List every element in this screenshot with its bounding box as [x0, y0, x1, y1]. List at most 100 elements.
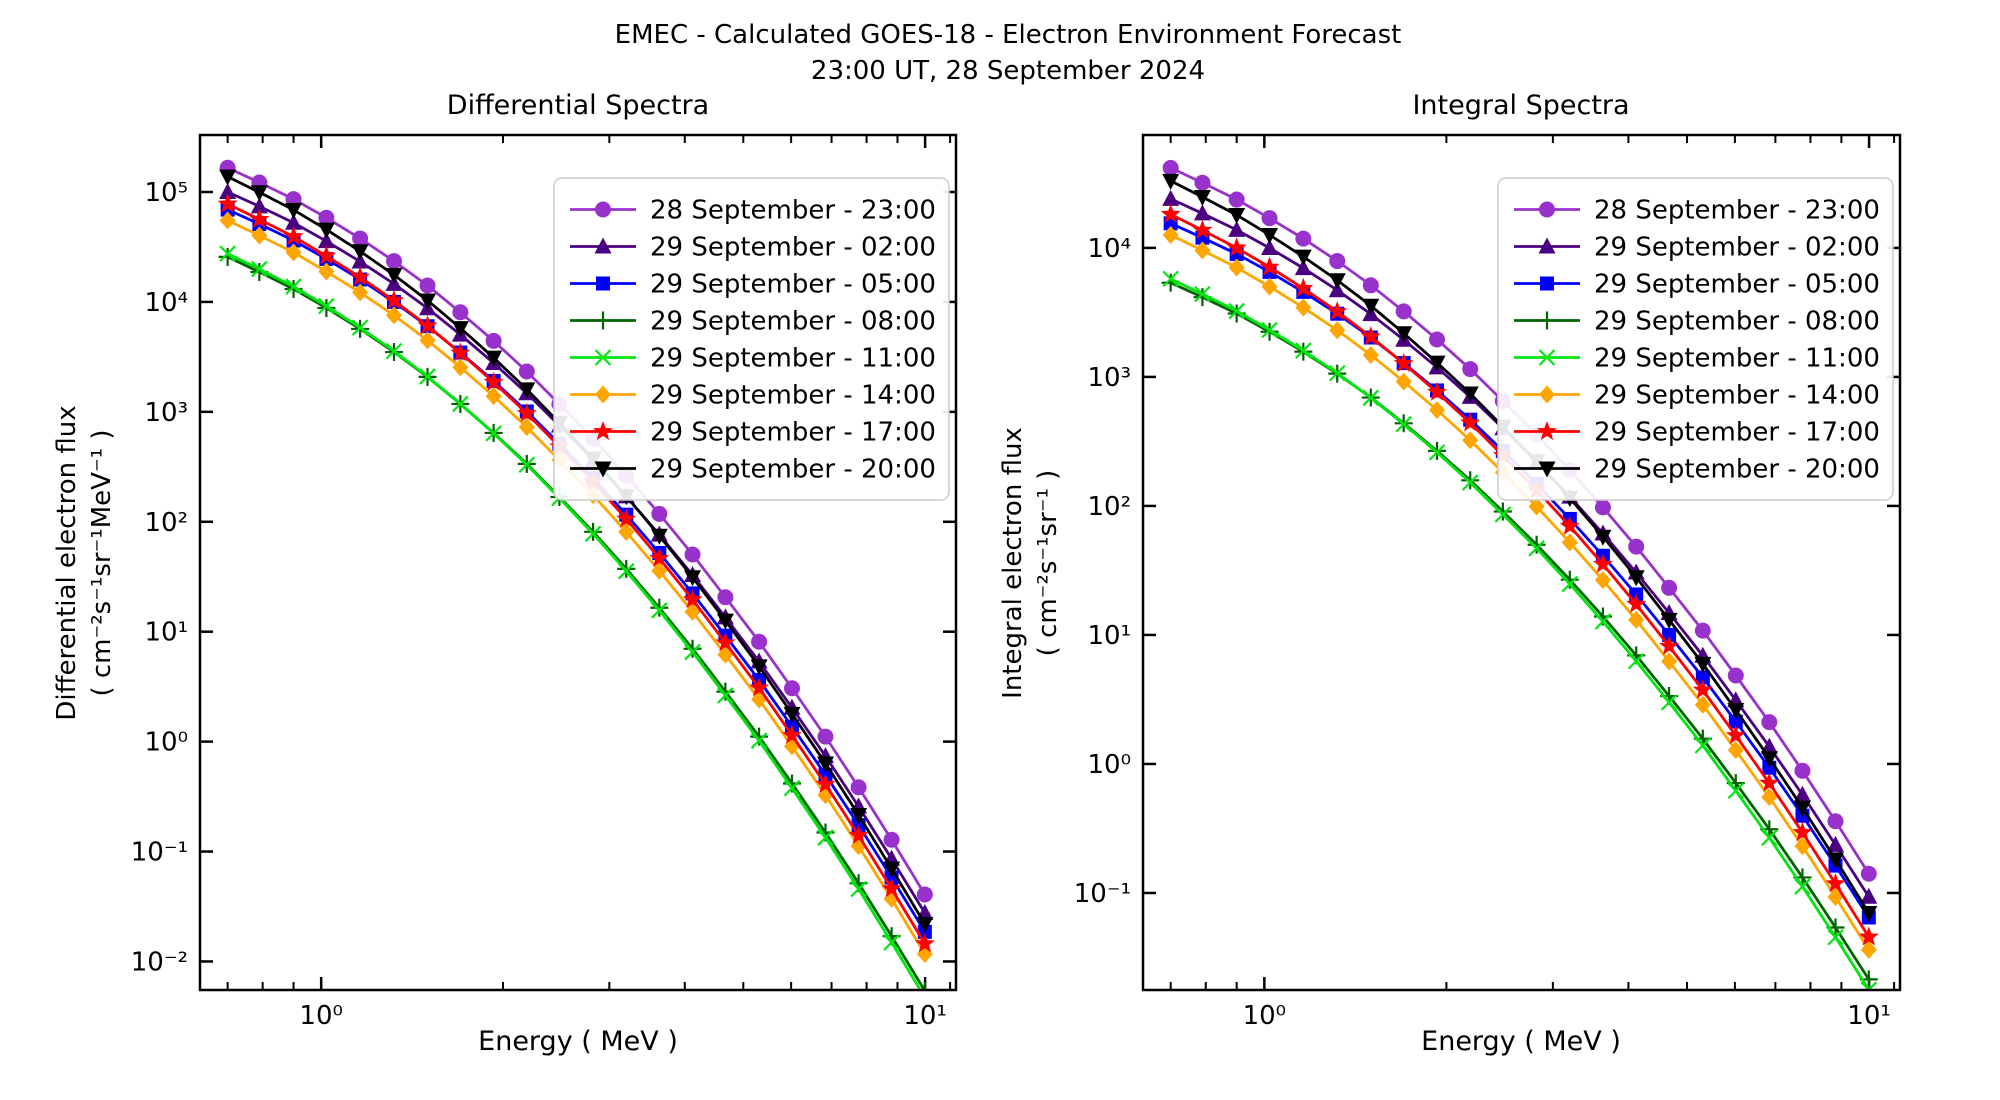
panel-title-integral: Integral Spectra	[1412, 90, 1630, 121]
figure-title-line1: EMEC - Calculated GOES-18 - Electron Env…	[614, 20, 1402, 50]
legend-label: 29 September - 05:00	[1594, 270, 1880, 300]
legend-box	[553, 177, 950, 501]
x-marker-icon	[285, 278, 302, 295]
legend-item: 29 September - 20:00	[1514, 455, 1880, 485]
star-marker-icon	[914, 933, 935, 953]
x-marker-icon	[485, 425, 502, 442]
legend-item: 29 September - 08:00	[570, 307, 936, 337]
square-marker-icon	[596, 276, 610, 291]
circle-marker-icon	[318, 209, 335, 226]
legend-item: 29 September - 20:00	[570, 455, 936, 485]
diamond-marker-icon	[1561, 533, 1578, 552]
star-marker-icon	[1725, 725, 1746, 745]
diamond-marker-icon	[1295, 298, 1312, 317]
diamond-marker-icon	[1395, 372, 1412, 391]
plus-marker-icon	[1260, 322, 1279, 341]
legend-item: 29 September - 11:00	[570, 344, 936, 374]
diamond-marker-icon	[1362, 345, 1379, 364]
triangle-up-marker-icon	[1826, 835, 1844, 852]
star-marker-icon	[249, 208, 270, 228]
triangle-down-marker-icon	[1538, 461, 1556, 478]
x-marker-icon	[1627, 652, 1645, 670]
legend-label: 29 September - 20:00	[1594, 455, 1880, 485]
plus-marker-icon	[617, 559, 636, 578]
diamond-marker-icon	[1761, 788, 1778, 807]
diamond-marker-icon	[1261, 277, 1278, 296]
triangle-down-marker-icon	[485, 350, 503, 367]
circle-marker-icon	[1162, 159, 1179, 176]
triangle-down-marker-icon	[1162, 173, 1180, 190]
triangle-up-marker-icon	[1228, 220, 1246, 237]
diamond-marker-icon	[595, 385, 611, 404]
x-marker-icon	[1594, 613, 1612, 630]
x-marker-icon	[1228, 302, 1245, 320]
legend-box	[1497, 177, 1894, 501]
legend-label: 29 September - 08:00	[1594, 307, 1880, 337]
legend-item: 29 September - 17:00	[570, 418, 936, 448]
x-marker-icon	[452, 395, 469, 413]
legend-label: 28 September - 23:00	[650, 196, 936, 226]
legend-item: 28 September - 23:00	[1514, 196, 1880, 226]
x-tick-label: 10¹	[1847, 1001, 1891, 1031]
triangle-down-marker-icon	[916, 917, 934, 934]
circle-marker-icon	[850, 779, 867, 796]
x-marker-icon	[1328, 364, 1346, 382]
circle-marker-icon	[1329, 253, 1346, 270]
triangle-down-marker-icon	[1428, 355, 1446, 372]
triangle-down-marker-icon	[250, 185, 268, 202]
integral-series-area	[1160, 159, 1879, 990]
x-marker-icon	[1261, 321, 1278, 339]
x-marker-icon	[594, 349, 612, 366]
x-tick-label: 10¹	[903, 1001, 947, 1031]
star-marker-icon	[1592, 553, 1613, 573]
star-marker-icon	[1293, 277, 1314, 297]
diamond-marker-icon	[1661, 652, 1678, 671]
plus-marker-icon	[683, 639, 702, 658]
x-marker-icon	[817, 829, 834, 846]
star-marker-icon	[1825, 873, 1846, 893]
triangle-down-marker-icon	[351, 244, 369, 261]
y-tick-label: 10¹	[144, 618, 188, 648]
star-marker-icon	[1393, 353, 1414, 373]
triangle-down-marker-icon	[1228, 207, 1246, 224]
x-marker-icon	[385, 342, 403, 360]
diamond-marker-icon	[1860, 940, 1877, 959]
star-marker-icon	[483, 371, 504, 391]
x-marker-icon	[584, 525, 602, 543]
x-tick-label: 10⁰	[1243, 1001, 1287, 1031]
diamond-marker-icon	[1462, 431, 1479, 450]
x-marker-icon	[1827, 928, 1844, 946]
x-marker-icon	[684, 643, 701, 661]
legend-label: 29 September - 05:00	[650, 270, 936, 300]
star-marker-icon	[782, 724, 802, 744]
circle-marker-icon	[1395, 303, 1412, 320]
x-marker-icon	[1395, 415, 1412, 433]
triangle-up-marker-icon	[285, 213, 303, 230]
triangle-down-marker-icon	[1294, 249, 1312, 266]
legend-label: 29 September - 02:00	[1594, 233, 1880, 263]
y-tick-label: 10¹	[1087, 621, 1131, 651]
diamond-marker-icon	[386, 306, 403, 325]
legend-item: 29 September - 02:00	[1514, 233, 1880, 263]
plus-marker-icon	[1461, 471, 1480, 490]
diamond-marker-icon	[485, 387, 502, 406]
triangle-down-marker-icon	[1660, 612, 1678, 629]
x-marker-icon	[1538, 349, 1556, 366]
x-marker-icon	[318, 297, 335, 315]
star-marker-icon	[682, 589, 703, 609]
diamond-marker-icon	[1727, 741, 1744, 760]
y-tick-label: 10⁻²	[131, 947, 188, 977]
star-marker-icon	[1160, 203, 1181, 223]
circle-marker-icon	[518, 363, 535, 380]
star-marker-icon	[715, 632, 736, 652]
legend-label: 29 September - 02:00	[650, 233, 936, 263]
x-marker-icon	[1362, 389, 1380, 407]
y-axis-label-integral-line1: Integral electron flux	[998, 427, 1028, 699]
star-marker-icon	[815, 773, 836, 793]
circle-marker-icon	[1628, 538, 1645, 555]
triangle-up-marker-icon	[351, 252, 369, 269]
diamond-marker-icon	[219, 211, 236, 230]
triangle-up-marker-icon	[594, 237, 612, 254]
differential-series-4	[219, 245, 933, 990]
x-marker-icon	[251, 260, 268, 278]
